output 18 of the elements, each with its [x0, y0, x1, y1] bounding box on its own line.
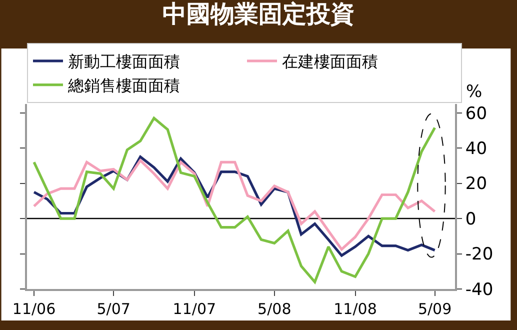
x-tick-label: 5/07 — [96, 300, 130, 318]
x-tick-label: 11/06 — [12, 300, 56, 318]
y-tick-label: -40 — [465, 280, 494, 300]
legend-label: 新動工樓面面積 — [68, 52, 180, 72]
legend-label: 總銷售樓面面積 — [67, 76, 180, 96]
legend-label: 在建樓面面積 — [282, 52, 378, 72]
y-tick-label: -20 — [465, 244, 494, 265]
line-series — [32, 116, 436, 284]
x-tick-label: 11/08 — [334, 300, 377, 318]
x-tick-label: 5/08 — [258, 300, 292, 318]
y-tick-label: 40 — [465, 139, 488, 159]
y-tick-label: 60 — [465, 104, 488, 124]
x-tick-label: 5/09 — [418, 300, 452, 318]
x-tick-label: 11/07 — [172, 300, 216, 318]
y-tick-label: 20 — [465, 174, 488, 194]
chart-title: 中國物業固定投資 — [162, 0, 354, 28]
y-axis-title: % — [466, 82, 482, 102]
y-tick-label: 0 — [465, 209, 476, 230]
